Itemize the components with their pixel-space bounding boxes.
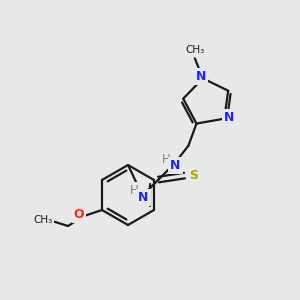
Text: O: O	[74, 208, 84, 221]
Text: CH₃: CH₃	[33, 215, 52, 225]
Text: N: N	[138, 191, 149, 204]
Text: CH₃: CH₃	[185, 45, 205, 56]
Text: N: N	[196, 70, 206, 83]
Text: N: N	[170, 159, 181, 172]
Text: H: H	[162, 153, 171, 166]
Text: N: N	[224, 111, 235, 124]
Text: S: S	[189, 169, 198, 182]
Text: H: H	[130, 184, 139, 197]
